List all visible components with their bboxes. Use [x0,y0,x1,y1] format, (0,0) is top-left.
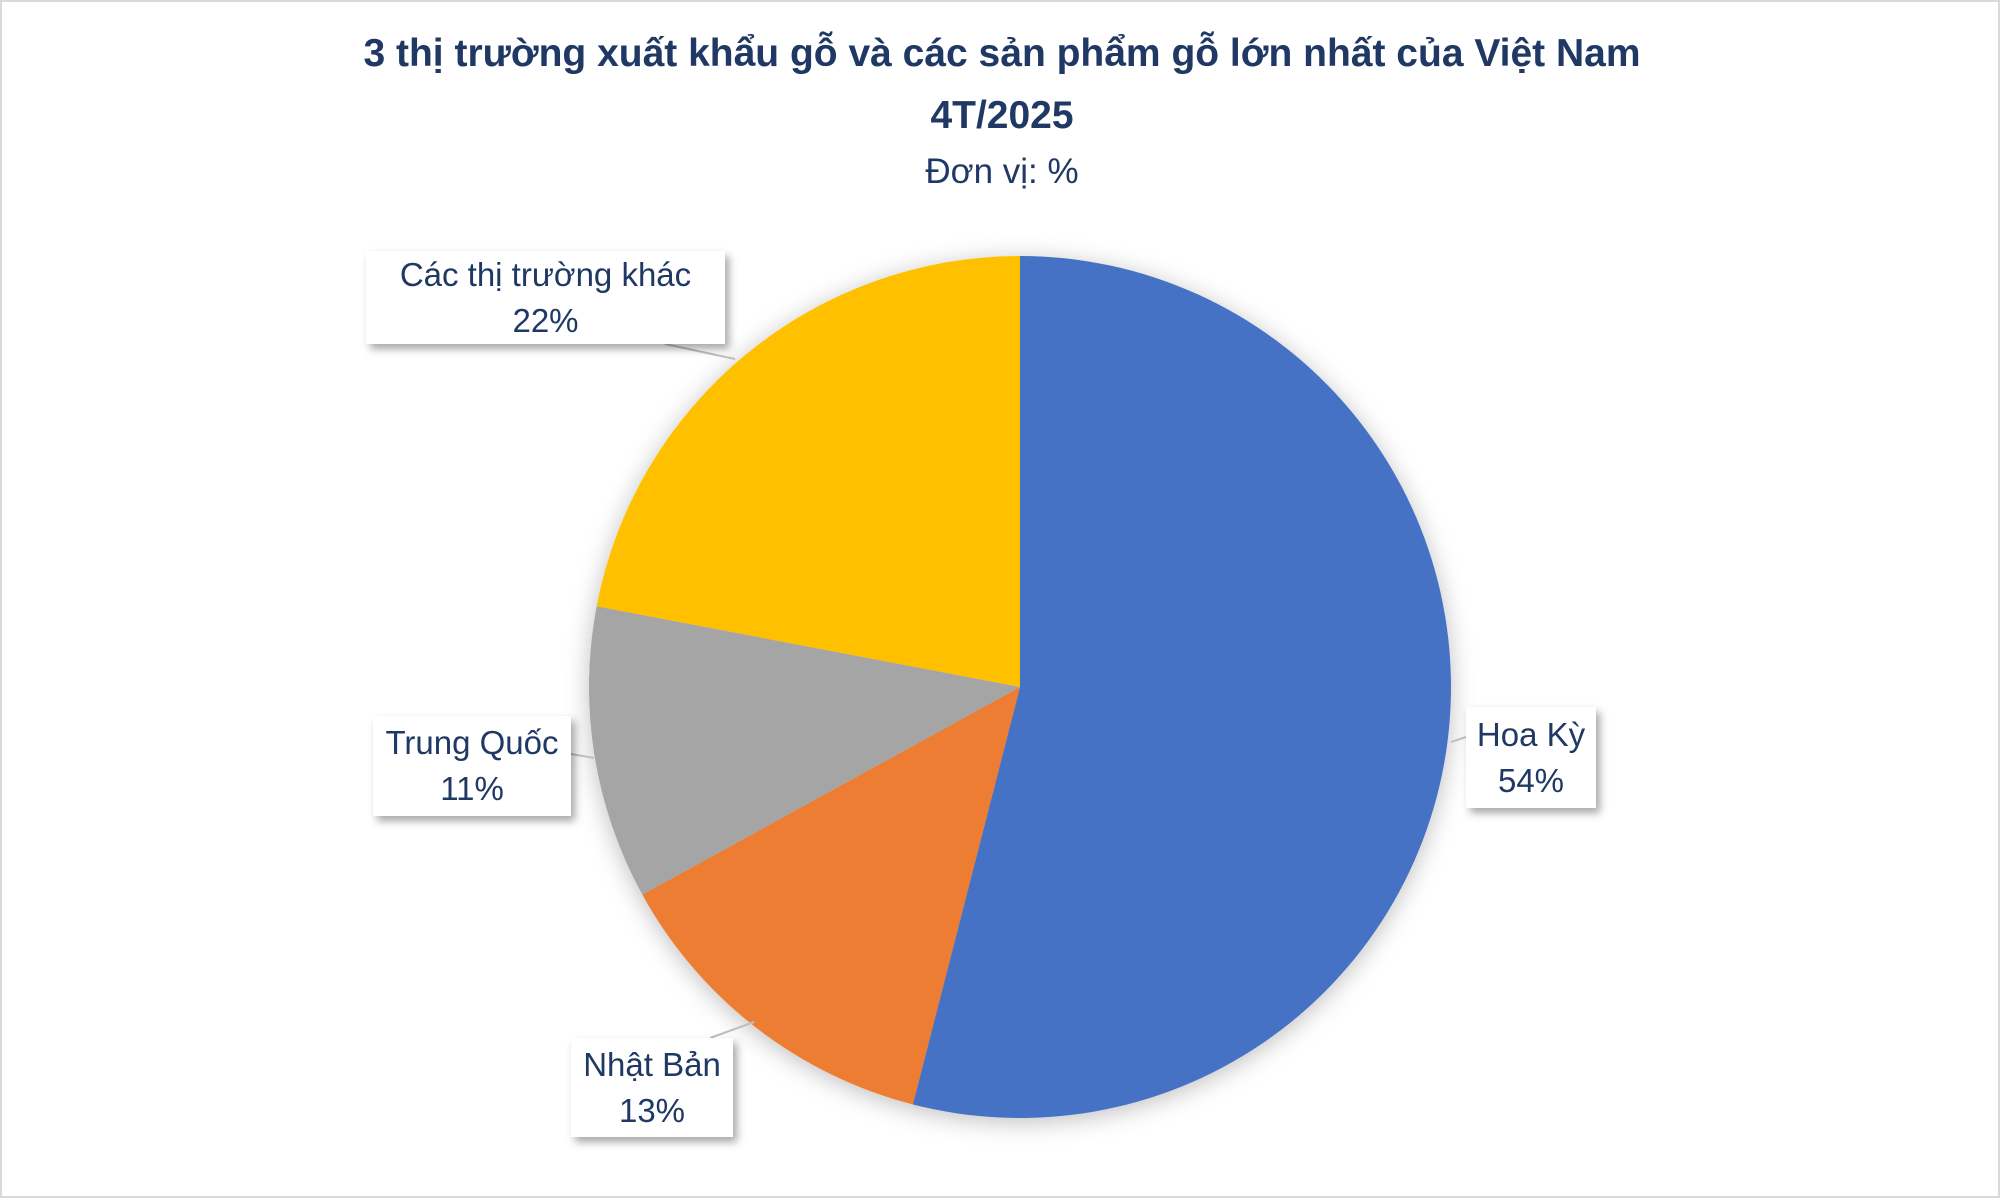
leader-line-3 [664,343,736,360]
pie-slice-3 [596,256,1020,687]
chart-title: 3 thị trường xuất khẩu gỗ và các sản phẩ… [363,32,1641,75]
pie-slice-0 [912,256,1451,1118]
leader-line-1 [709,1021,755,1039]
label-value: 13% [618,1091,686,1129]
label-name: Trung Quốc [385,724,559,761]
pie-slice-1 [642,687,1020,1105]
label-name: Hoa Kỳ [1476,715,1586,753]
chart-subtitle: Đơn vị: % [925,152,1079,191]
leader-line-0 [1450,736,1467,743]
data-label-cac-thi-truong-khac: Các thị trường khác 22% [366,251,725,344]
data-label-hoa-ky: Hoa Kỳ 54% [1466,707,1596,808]
data-label-nhat-ban: Nhật Bản 13% [571,1038,733,1137]
data-label-trung-quoc: Trung Quốc 11% [373,716,571,816]
label-value: 22% [512,301,579,339]
label-value: 54% [1497,761,1565,799]
chart-title-line2: 4T/2025 [930,94,1074,137]
leader-line-2 [570,753,595,759]
label-value: 11% [440,770,504,807]
label-name: Nhật Bản [583,1045,721,1083]
pie-slice-2 [589,606,1020,895]
label-name: Các thị trường khác [399,255,692,293]
